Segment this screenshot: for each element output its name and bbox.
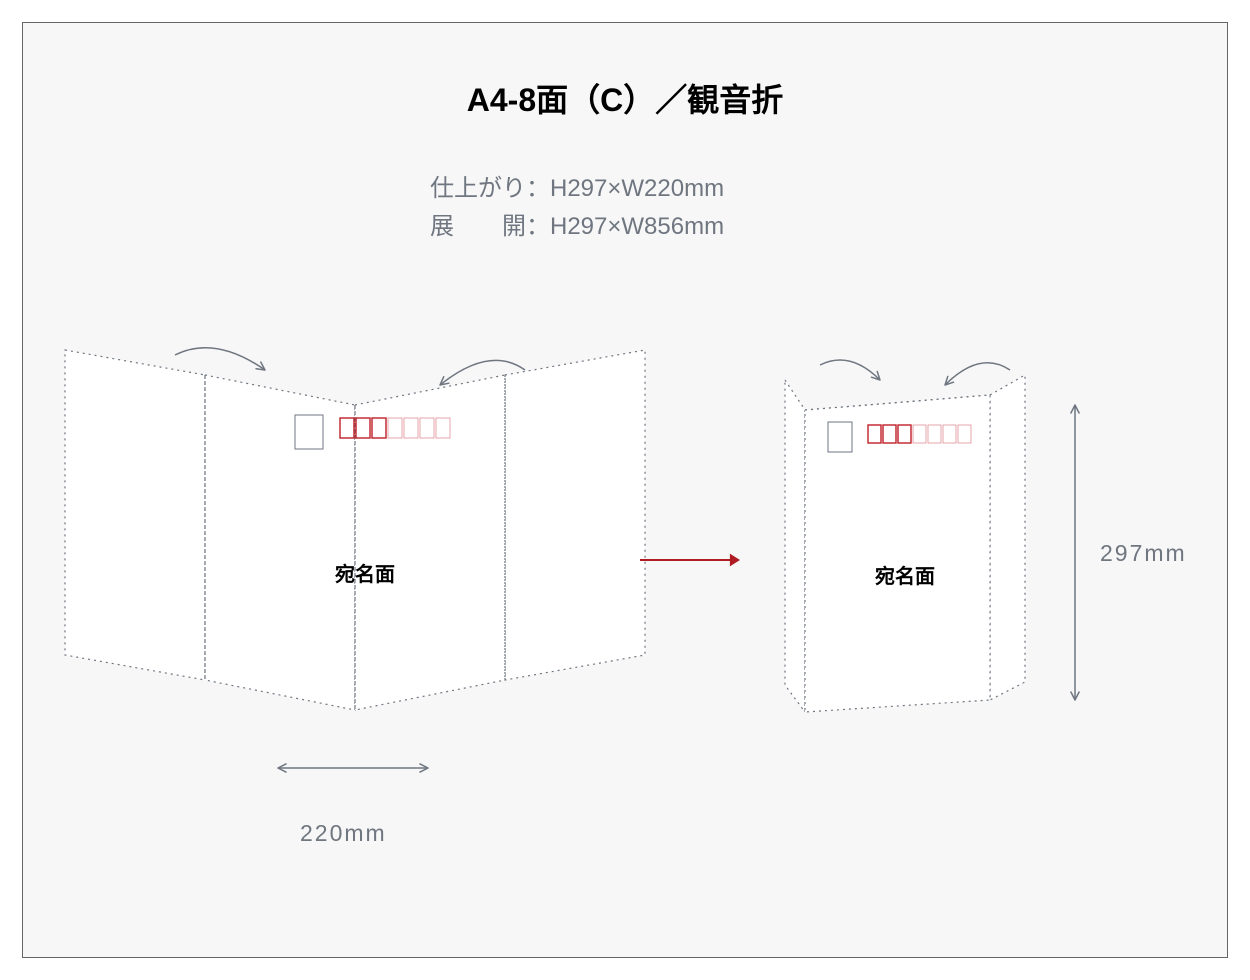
address-panel-label-right: 宛名面 bbox=[875, 560, 935, 589]
address-panel-label-left: 宛名面 bbox=[335, 558, 395, 587]
diagram-svg bbox=[0, 0, 1250, 980]
width-dimension-label: 220mm bbox=[300, 820, 387, 847]
height-dimension-label: 297mm bbox=[1100, 540, 1187, 567]
